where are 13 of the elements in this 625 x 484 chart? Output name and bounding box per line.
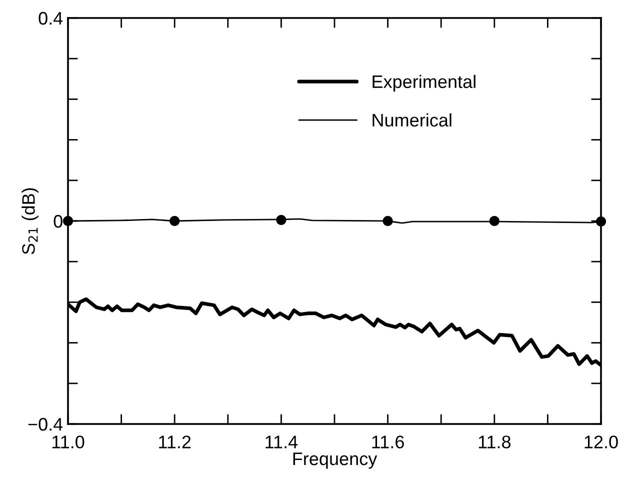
x-tick-label: 11.0 bbox=[52, 436, 84, 448]
x-tick-label: 11.2 bbox=[159, 436, 191, 448]
x-axis-title: Frequency bbox=[293, 452, 378, 469]
x-tick-label: 11.6 bbox=[372, 436, 404, 448]
x-tick-label: 11.4 bbox=[266, 436, 298, 448]
legend-label: Numerical bbox=[372, 113, 452, 127]
y-axis-title: S$_{21}$ (dB) bbox=[22, 188, 38, 254]
y-tick-label: 0.4 bbox=[38, 12, 63, 25]
y-tick-label: −0.4 bbox=[28, 418, 63, 431]
x-tick-label: 12.0 bbox=[584, 436, 618, 448]
y-tick-label: 0 bbox=[54, 214, 62, 228]
x-tick-label: 11.8 bbox=[478, 436, 511, 448]
legend-label: Experimental bbox=[372, 74, 476, 92]
